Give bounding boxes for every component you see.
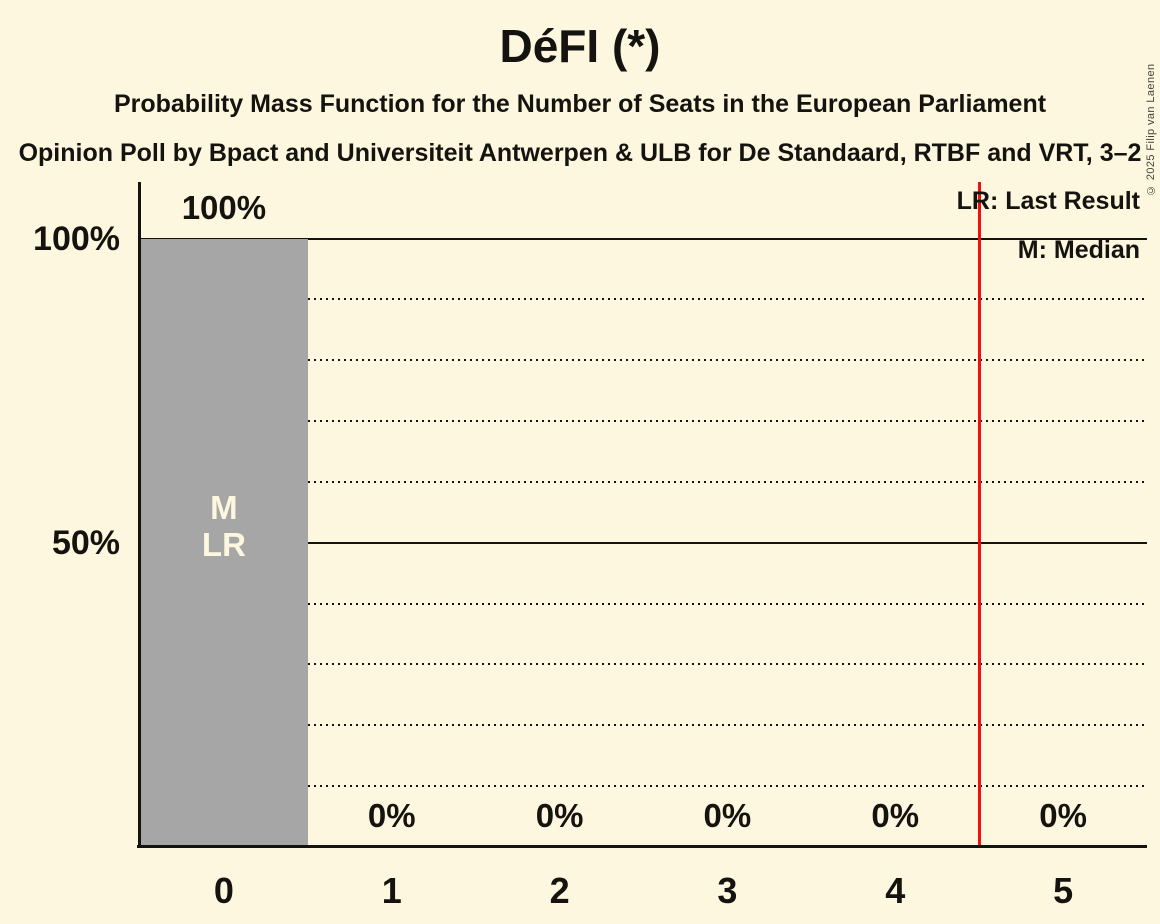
bar-seats-0 xyxy=(140,238,308,847)
x-tick-label-4: 4 xyxy=(885,870,906,911)
y-tick-label-50: 50% xyxy=(51,523,120,562)
median-last-result-annotation: M LR xyxy=(201,489,246,563)
red-marker-line xyxy=(977,182,981,846)
x-tick-label-0: 0 xyxy=(213,870,234,911)
gridline-dotted-90 xyxy=(140,298,1147,301)
gridline-dotted-40 xyxy=(140,602,1147,605)
x-axis-line xyxy=(137,845,1147,848)
gridline-dotted-10 xyxy=(140,785,1147,788)
x-tick-label-5: 5 xyxy=(1053,870,1074,911)
legend-median-label: M: Median xyxy=(1017,236,1140,264)
gridline-dotted-20 xyxy=(140,724,1147,727)
gridline-solid-50 xyxy=(140,541,1147,544)
copyright-notice: © 2025 Filip van Laenen xyxy=(1145,63,1157,196)
value-label-4: 0% xyxy=(871,797,920,834)
legend-last-result-label: LR: Last Result xyxy=(956,187,1140,215)
gridline-dotted-80 xyxy=(140,359,1147,362)
x-tick-label-1: 1 xyxy=(381,870,402,911)
gridline-solid-100 xyxy=(140,237,1147,240)
value-label-3: 0% xyxy=(703,797,752,834)
gridline-dotted-30 xyxy=(140,663,1147,666)
value-label-0: 100% xyxy=(181,188,267,226)
value-label-1: 0% xyxy=(367,797,416,834)
gridline-dotted-60 xyxy=(140,480,1147,483)
chart-title: DéFI (*) xyxy=(499,20,661,72)
gridline-dotted-70 xyxy=(140,420,1147,423)
x-tick-label-2: 2 xyxy=(549,870,570,911)
value-label-2: 0% xyxy=(535,797,584,834)
x-tick-label-3: 3 xyxy=(717,870,738,911)
value-label-5: 0% xyxy=(1039,797,1087,834)
poll-details: Opinion Poll by Bpact and Universiteit A… xyxy=(18,139,1142,167)
chart-subtitle: Probability Mass Function for the Number… xyxy=(113,90,1047,118)
y-axis-line xyxy=(138,182,141,847)
y-tick-label-100: 100% xyxy=(33,219,120,258)
